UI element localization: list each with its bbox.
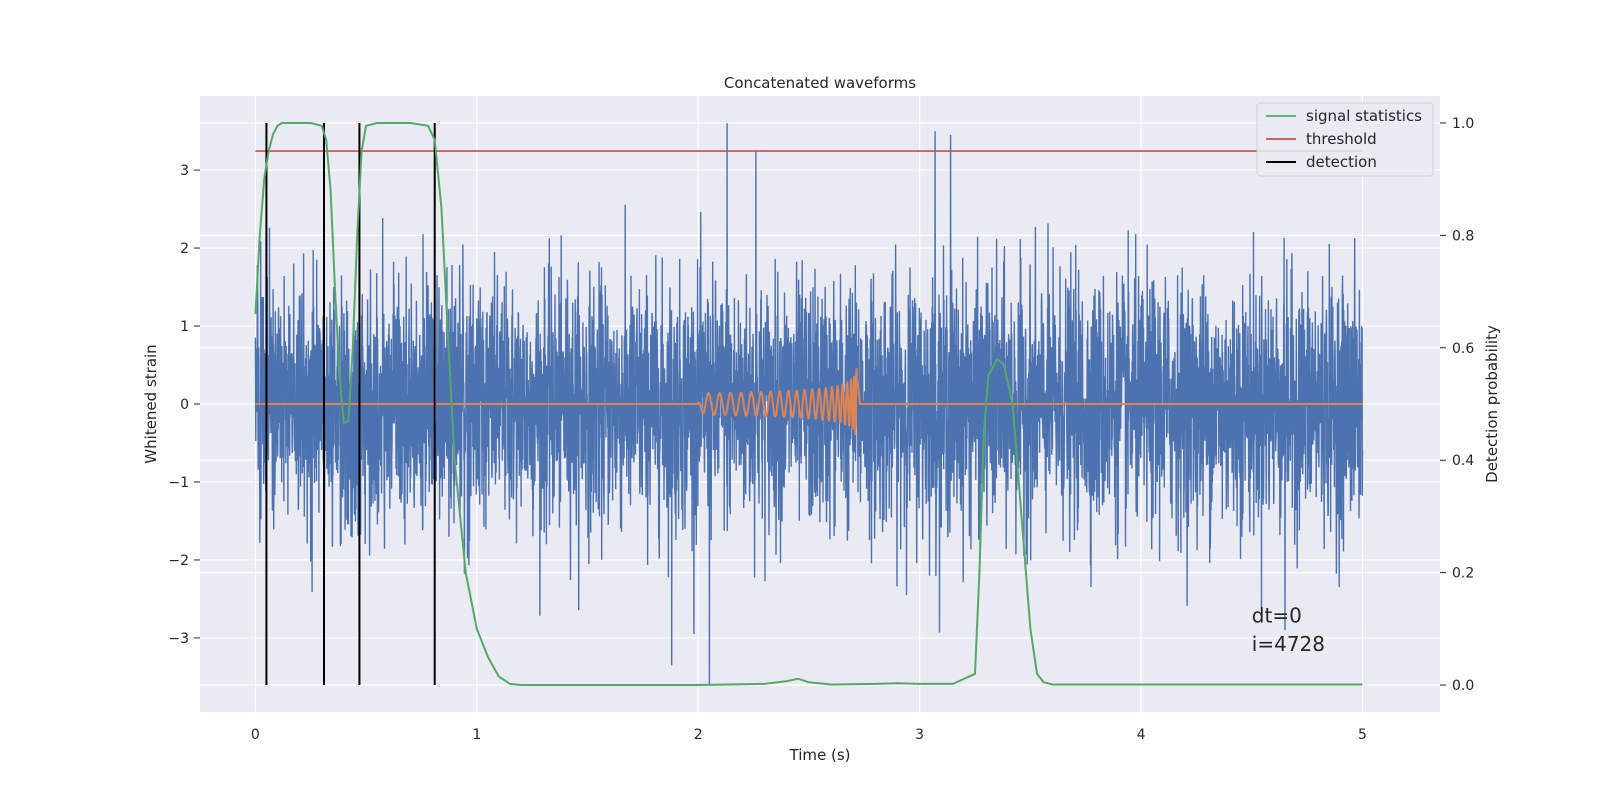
legend: signal statistics threshold detection [1256, 102, 1434, 177]
y-axis-label: Whitened strain [142, 344, 160, 463]
y-axis-right: 0.0 0.2 0.4 0.6 0.8 1.0 [1440, 116, 1474, 694]
x-axis: 0 1 2 3 4 5 [251, 727, 1367, 743]
legend-box [1256, 102, 1434, 177]
y-tick-label: −1 [168, 475, 189, 491]
series-layer [254, 122, 1364, 686]
x-tick-label: 5 [1358, 727, 1367, 743]
y2-axis-label: Detection probability [1483, 325, 1501, 483]
y2-tick-label: 1.0 [1452, 116, 1474, 132]
annotation-dt: dt=0 [1252, 603, 1302, 627]
y2-tick-label: 0.8 [1452, 228, 1474, 244]
annotations: dt=0 i=4728 [1252, 603, 1325, 656]
legend-label-signal-statistics: signal statistics [1306, 107, 1422, 125]
y-axis-left: −3 −2 −1 0 1 2 3 [168, 163, 200, 647]
annotation-i: i=4728 [1252, 632, 1325, 656]
y-tick-label: 2 [180, 241, 189, 257]
y2-tick-label: 0.2 [1452, 566, 1474, 582]
series-strain-line [254, 123, 1364, 685]
y2-tick-label: 0.6 [1452, 341, 1474, 357]
x-tick-label: 0 [251, 727, 260, 743]
legend-label-detection: detection [1306, 153, 1377, 171]
y2-tick-label: 0.4 [1452, 453, 1474, 469]
y-tick-label: −2 [168, 553, 189, 569]
y-tick-label: 3 [180, 163, 189, 179]
legend-label-threshold: threshold [1306, 130, 1377, 148]
x-tick-label: 3 [915, 727, 924, 743]
series-template-line [255, 368, 1363, 436]
y-tick-label: 1 [180, 319, 189, 335]
series-signal-statistics-line [254, 122, 1363, 686]
chart-title: Concatenated waveforms [724, 74, 916, 92]
x-axis-label: Time (s) [789, 746, 851, 764]
y-tick-label: 0 [180, 397, 189, 413]
y2-tick-label: 0.0 [1452, 678, 1474, 694]
x-tick-label: 1 [472, 727, 481, 743]
x-tick-label: 4 [1137, 727, 1146, 743]
y-tick-label: −3 [168, 631, 189, 647]
x-tick-label: 2 [694, 727, 703, 743]
